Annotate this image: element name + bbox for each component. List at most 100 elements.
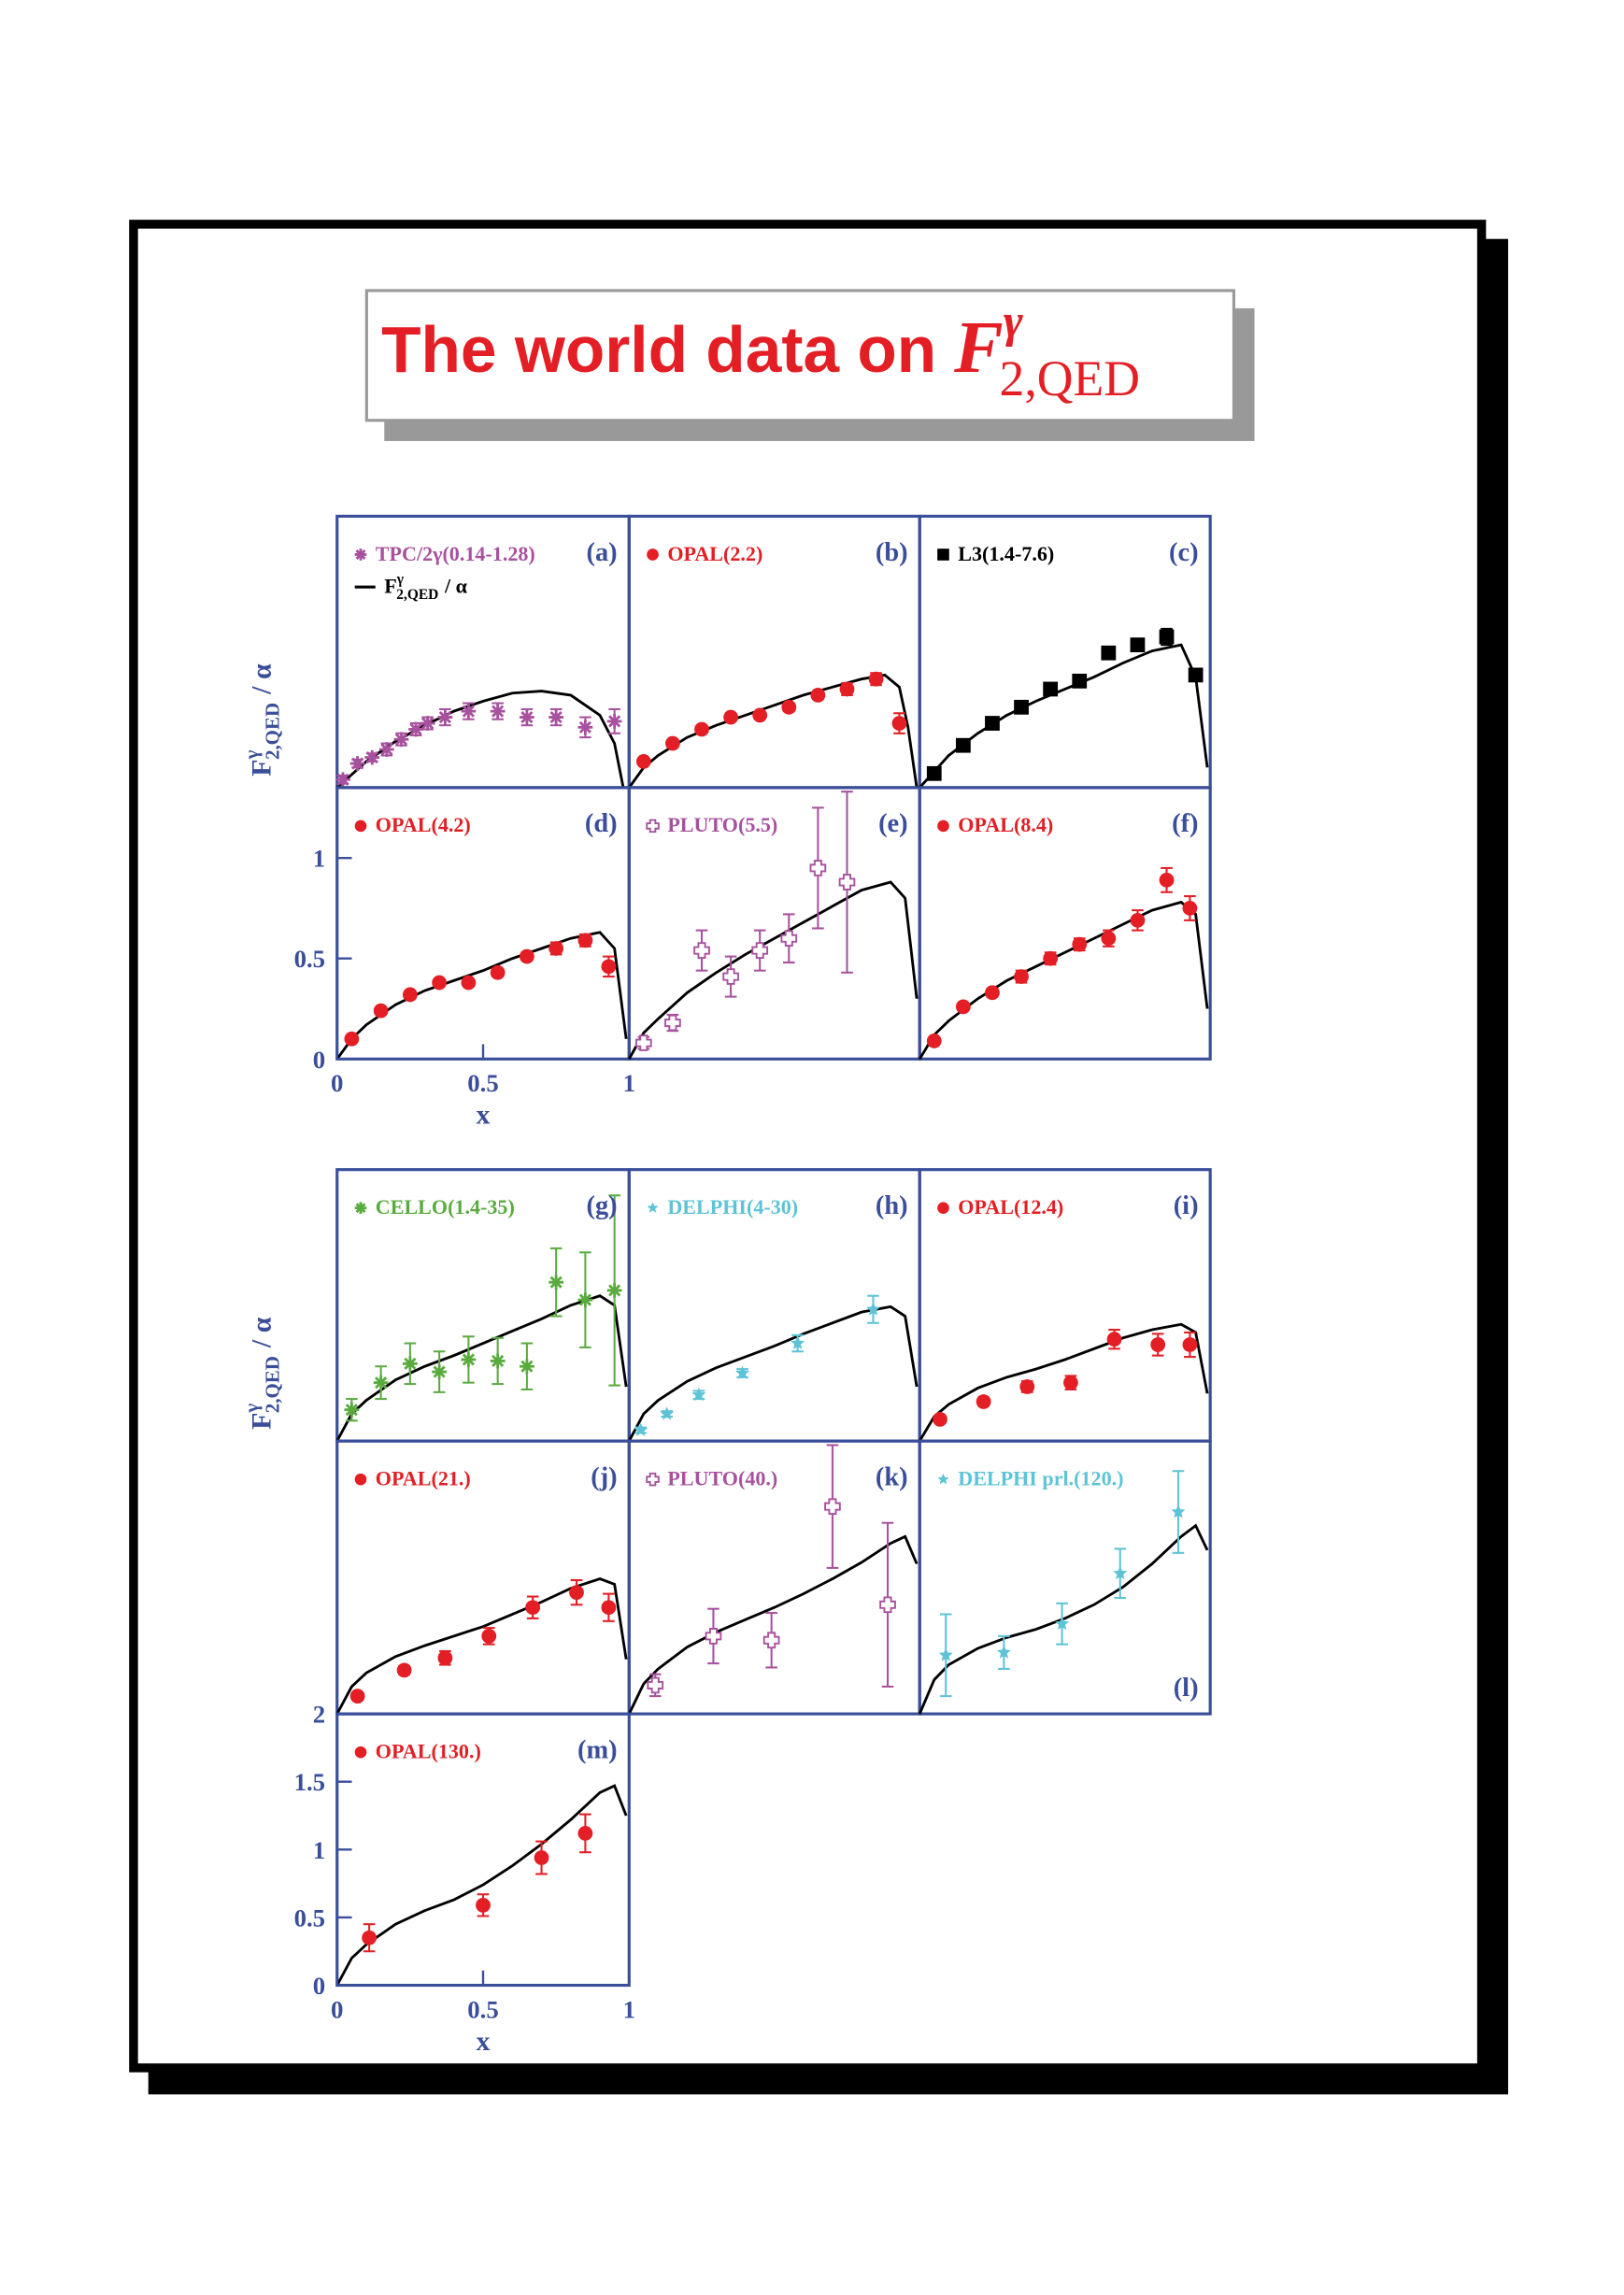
- data-point: [577, 1826, 593, 1841]
- data-point: [722, 968, 739, 985]
- data-point: [461, 1352, 477, 1367]
- panel-label: (c): [1169, 538, 1199, 567]
- marker-square: [1072, 673, 1088, 689]
- legend-marker: [354, 549, 367, 561]
- data-point: [868, 671, 884, 687]
- data-point: [1019, 1379, 1035, 1394]
- panel: OPAL(2.2) (b): [627, 514, 921, 790]
- data-point: [577, 933, 593, 948]
- marker-circle: [490, 964, 506, 980]
- marker-circle: [1072, 936, 1088, 952]
- marker-star: [996, 1645, 1011, 1659]
- data-point: [1043, 681, 1059, 697]
- legend-label: OPAL(12.4): [958, 1195, 1063, 1219]
- marker-star: [1055, 1616, 1070, 1631]
- x-tick-label: 0.5: [467, 1995, 499, 2023]
- data-point: [933, 1411, 947, 1427]
- panel-label: (f): [1172, 809, 1198, 838]
- data-point: [606, 1283, 622, 1298]
- panel-label: (d): [585, 809, 618, 838]
- data-point: [525, 1600, 541, 1616]
- marker-asterisk: [520, 1359, 534, 1375]
- data-point: [393, 732, 409, 748]
- marker-square: [1014, 699, 1029, 715]
- marker-circle: [937, 820, 949, 833]
- marker-circle: [635, 754, 651, 769]
- data-point: [1055, 1616, 1070, 1631]
- data-point: [1188, 667, 1204, 683]
- marker-circle: [481, 1628, 497, 1644]
- data-point: [694, 721, 709, 737]
- marker-asterisk: [461, 1352, 477, 1367]
- marker-circle: [362, 1930, 378, 1946]
- data-point: [577, 720, 593, 735]
- marker-asterisk: [548, 1275, 564, 1290]
- title-box: [364, 289, 1236, 422]
- data-point: [926, 1033, 942, 1048]
- data-point: [660, 1406, 675, 1420]
- data-point: [1101, 931, 1117, 947]
- marker-circle: [937, 1202, 949, 1215]
- x-axis-label: x: [477, 1100, 491, 1131]
- y-axis-label-suffix: / α: [247, 663, 278, 695]
- panel-label: (e): [878, 809, 908, 838]
- marker-circle: [647, 549, 659, 561]
- y-tick-label: 0.5: [294, 1903, 326, 1932]
- data-point: [976, 1394, 991, 1409]
- data-point: [601, 1600, 617, 1616]
- marker-circle: [868, 671, 884, 687]
- marker-star: [1171, 1504, 1186, 1518]
- data-point: [1072, 673, 1088, 689]
- data-point: [752, 707, 768, 723]
- title-sup: γ: [1004, 294, 1024, 347]
- panel-label: (a): [587, 538, 618, 567]
- data-point: [891, 716, 907, 731]
- data-point: [461, 975, 477, 991]
- legend-marker: [354, 1473, 367, 1486]
- data-point: [548, 709, 564, 725]
- data-point: [461, 704, 477, 720]
- marker-asterisk: [577, 720, 593, 735]
- frame: [129, 220, 1487, 2073]
- marker-cross: [664, 1014, 681, 1032]
- panel-label: (l): [1174, 1674, 1199, 1703]
- marker-asterisk: [335, 772, 350, 788]
- legend-marker: [354, 1202, 367, 1215]
- marker-circle: [577, 1826, 593, 1841]
- data-point: [1014, 969, 1029, 984]
- qed-curve: [335, 1784, 628, 1987]
- data-point: [432, 1364, 448, 1379]
- marker-circle: [694, 721, 709, 737]
- data-point: [362, 1930, 378, 1946]
- marker-circle: [1063, 1375, 1078, 1390]
- marker-asterisk: [606, 713, 622, 729]
- panel-label: (b): [876, 538, 908, 567]
- legend-curve-sub: 2,QED: [396, 587, 438, 603]
- marker-asterisk: [461, 704, 477, 720]
- marker-circle: [985, 985, 1000, 1001]
- data-point: [432, 975, 448, 991]
- legend-marker: [647, 1202, 659, 1213]
- legend-label: OPAL(130.): [376, 1739, 481, 1762]
- data-point: [810, 688, 826, 703]
- qed-curve: [335, 1577, 628, 1715]
- legend-marker: [646, 1472, 660, 1487]
- marker-asterisk: [378, 742, 394, 757]
- marker-cross: [809, 860, 827, 877]
- data-point: [349, 1689, 365, 1704]
- data-point: [1182, 1337, 1198, 1352]
- marker-circle: [548, 941, 564, 956]
- data-point: [955, 999, 971, 1015]
- data-point: [378, 742, 394, 757]
- y-tick-label: 2: [313, 1701, 325, 1729]
- marker-circle: [396, 1662, 412, 1678]
- data-point: [735, 1365, 750, 1379]
- marker-circle: [976, 1394, 991, 1409]
- data-point: [809, 860, 827, 877]
- data-point: [839, 681, 855, 697]
- data-point: [548, 1275, 564, 1290]
- data-point: [396, 1662, 412, 1678]
- data-point: [349, 756, 365, 771]
- data-point: [569, 1585, 584, 1601]
